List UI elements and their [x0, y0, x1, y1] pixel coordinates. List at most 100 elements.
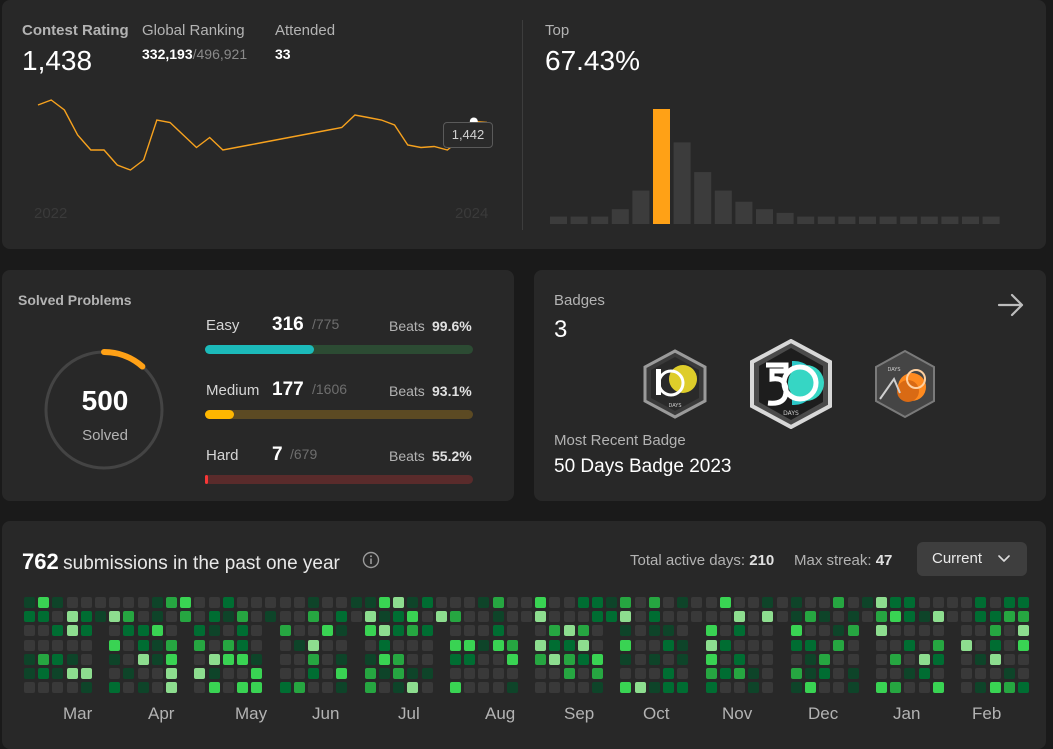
heatmap-cell[interactable]: [109, 639, 121, 651]
heatmap-cell[interactable]: [407, 611, 419, 623]
heatmap-cell[interactable]: [819, 597, 831, 608]
heatmap-cell[interactable]: [364, 611, 376, 623]
heatmap-cell[interactable]: [137, 653, 149, 665]
heatmap-cell[interactable]: [677, 597, 689, 608]
heatmap-cell[interactable]: [222, 611, 234, 623]
heatmap-cell[interactable]: [805, 653, 816, 665]
heatmap-cell[interactable]: [861, 611, 873, 623]
heatmap-cell[interactable]: [805, 625, 816, 637]
heatmap-cell[interactable]: [379, 682, 390, 694]
heatmap-cell[interactable]: [109, 653, 121, 665]
heatmap-cell[interactable]: [237, 668, 248, 679]
heatmap-cell[interactable]: [719, 682, 731, 694]
heatmap-cell[interactable]: [790, 597, 802, 608]
heatmap-cell[interactable]: [677, 653, 689, 665]
heatmap-cell[interactable]: [734, 668, 745, 679]
heatmap-cell[interactable]: [577, 639, 589, 651]
heatmap-cell[interactable]: [464, 597, 476, 608]
heatmap-cell[interactable]: [989, 597, 1001, 608]
heatmap-cell[interactable]: [734, 597, 745, 608]
heatmap-cell[interactable]: [918, 682, 930, 694]
heatmap-cell[interactable]: [734, 611, 745, 623]
heatmap-cell[interactable]: [421, 653, 433, 665]
heatmap-cell[interactable]: [166, 625, 177, 637]
heatmap-cell[interactable]: [109, 597, 121, 608]
heatmap-cell[interactable]: [549, 625, 561, 637]
heatmap-cell[interactable]: [80, 653, 92, 665]
heatmap-cell[interactable]: [24, 597, 35, 608]
heatmap-cell[interactable]: [194, 653, 206, 665]
heatmap-cell[interactable]: [975, 639, 987, 651]
heatmap-cell[interactable]: [237, 653, 248, 665]
heatmap-cell[interactable]: [961, 668, 973, 679]
heatmap-cell[interactable]: [677, 639, 689, 651]
heatmap-cell[interactable]: [123, 668, 135, 679]
heatmap-cell[interactable]: [38, 653, 50, 665]
heatmap-cell[interactable]: [38, 625, 50, 637]
heatmap-cell[interactable]: [748, 597, 760, 608]
heatmap-cell[interactable]: [648, 682, 660, 694]
heatmap-cell[interactable]: [322, 682, 334, 694]
heatmap-cell[interactable]: [691, 597, 703, 608]
heatmap-cell[interactable]: [932, 682, 944, 694]
heatmap-cell[interactable]: [918, 668, 930, 679]
heatmap-cell[interactable]: [322, 597, 334, 608]
heatmap-cell[interactable]: [833, 682, 845, 694]
heatmap-cell[interactable]: [180, 611, 192, 623]
heatmap-cell[interactable]: [805, 597, 816, 608]
heatmap-cell[interactable]: [194, 611, 206, 623]
heatmap-cell[interactable]: [762, 668, 774, 679]
heatmap-cell[interactable]: [776, 597, 788, 608]
heatmap-cell[interactable]: [492, 653, 504, 665]
heatmap-cell[interactable]: [535, 611, 547, 623]
heatmap-cell[interactable]: [38, 597, 50, 608]
heatmap-cell[interactable]: [819, 668, 831, 679]
heatmap-cell[interactable]: [66, 597, 78, 608]
heatmap-cell[interactable]: [549, 682, 561, 694]
heatmap-cell[interactable]: [208, 611, 220, 623]
heatmap-cell[interactable]: [322, 653, 334, 665]
heatmap-cell[interactable]: [95, 597, 106, 608]
heatmap-cell[interactable]: [847, 611, 859, 623]
heatmap-cell[interactable]: [393, 653, 405, 665]
heatmap-cell[interactable]: [194, 682, 206, 694]
heatmap-cell[interactable]: [592, 653, 603, 665]
heatmap-cell[interactable]: [790, 639, 802, 651]
heatmap-cell[interactable]: [492, 639, 504, 651]
heatmap-cell[interactable]: [464, 682, 476, 694]
heatmap-cell[interactable]: [535, 653, 547, 665]
heatmap-cell[interactable]: [109, 625, 121, 637]
heatmap-cell[interactable]: [478, 611, 490, 623]
heatmap-cell[interactable]: [876, 597, 887, 608]
heatmap-cell[interactable]: [293, 625, 305, 637]
heatmap-cell[interactable]: [109, 668, 121, 679]
heatmap-cell[interactable]: [549, 668, 561, 679]
heatmap-cell[interactable]: [66, 611, 78, 623]
heatmap-cell[interactable]: [989, 653, 1001, 665]
heatmap-cell[interactable]: [535, 625, 547, 637]
heatmap-cell[interactable]: [450, 639, 461, 651]
heatmap-cell[interactable]: [137, 611, 149, 623]
heatmap-cell[interactable]: [961, 639, 973, 651]
heatmap-cell[interactable]: [833, 611, 845, 623]
heatmap-cell[interactable]: [918, 625, 930, 637]
heatmap-cell[interactable]: [705, 682, 717, 694]
heatmap-cell[interactable]: [336, 668, 348, 679]
heatmap-cell[interactable]: [308, 597, 319, 608]
heatmap-cell[interactable]: [407, 625, 419, 637]
heatmap-cell[interactable]: [904, 668, 916, 679]
heatmap-cell[interactable]: [847, 668, 859, 679]
heatmap-cell[interactable]: [677, 625, 689, 637]
heatmap-cell[interactable]: [563, 639, 575, 651]
heatmap-cell[interactable]: [833, 639, 845, 651]
heatmap-cell[interactable]: [279, 625, 291, 637]
heatmap-cell[interactable]: [24, 611, 35, 623]
heatmap-cell[interactable]: [66, 653, 78, 665]
heatmap-cell[interactable]: [208, 597, 220, 608]
heatmap-cell[interactable]: [819, 611, 831, 623]
heatmap-cell[interactable]: [521, 597, 532, 608]
heatmap-cell[interactable]: [819, 653, 831, 665]
heatmap-cell[interactable]: [407, 682, 419, 694]
heatmap-cell[interactable]: [407, 668, 419, 679]
heatmap-cell[interactable]: [634, 611, 646, 623]
